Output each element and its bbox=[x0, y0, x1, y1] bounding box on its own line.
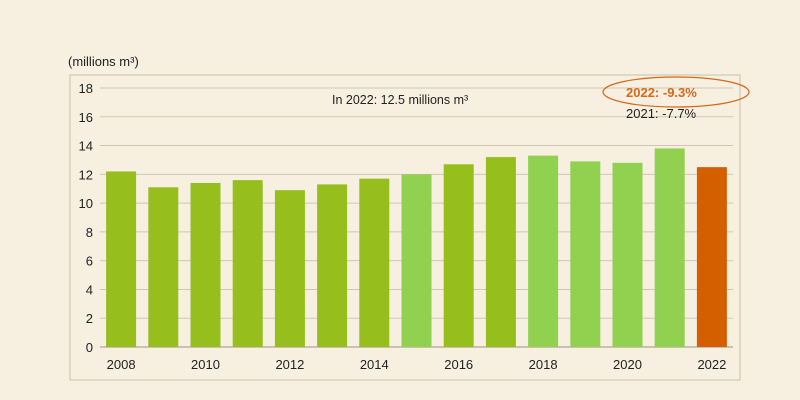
x-tick-label: 2020 bbox=[613, 357, 642, 372]
y-tick-label: 8 bbox=[86, 225, 93, 240]
bar-2019 bbox=[570, 161, 601, 347]
bar-2016 bbox=[443, 164, 474, 347]
x-tick-label: 2014 bbox=[360, 357, 389, 372]
bar-2021 bbox=[654, 148, 685, 347]
x-tick-label: 2012 bbox=[275, 357, 304, 372]
y-tick-label: 2 bbox=[86, 311, 93, 326]
bar-2018 bbox=[528, 155, 559, 347]
bar-2008 bbox=[106, 171, 137, 347]
y-tick-label: 6 bbox=[86, 254, 93, 269]
annotation-text: In 2022: 12.5 millions m³ bbox=[332, 93, 468, 107]
bar-2013 bbox=[317, 184, 348, 347]
bar-2011 bbox=[232, 180, 263, 347]
y-unit-label: (millions m³) bbox=[68, 54, 139, 69]
bar-2020 bbox=[612, 162, 643, 347]
x-tick-label: 2016 bbox=[444, 357, 473, 372]
callout-ellipse bbox=[602, 76, 750, 108]
y-tick-label: 18 bbox=[79, 81, 93, 96]
y-tick-label: 4 bbox=[86, 282, 93, 297]
callout-highlight: 2022: -9.3% bbox=[626, 85, 697, 100]
bar-2014 bbox=[359, 178, 390, 347]
callout-secondary: 2021: -7.7% bbox=[626, 106, 697, 121]
y-tick-label: 12 bbox=[79, 167, 93, 182]
y-tick-label: 0 bbox=[86, 340, 93, 355]
x-tick-label: 2018 bbox=[529, 357, 558, 372]
x-tick-label: 2008 bbox=[107, 357, 136, 372]
bar-2009 bbox=[148, 187, 179, 347]
plot-frame bbox=[69, 74, 741, 381]
bar-2012 bbox=[274, 190, 305, 347]
y-tick-label: 16 bbox=[79, 110, 93, 125]
y-tick-label: 10 bbox=[79, 196, 93, 211]
y-axis-ticks: 0 2 4 6 8 10 12 14 16 18 bbox=[79, 81, 93, 355]
bars bbox=[106, 148, 727, 347]
y-tick-label: 14 bbox=[79, 139, 93, 154]
bar-2017 bbox=[485, 157, 516, 347]
x-tick-label: 2022 bbox=[697, 357, 726, 372]
bar-2022 bbox=[696, 167, 727, 347]
bar-2015 bbox=[401, 174, 432, 347]
x-tick-label: 2010 bbox=[191, 357, 220, 372]
x-axis-ticks: 2008 2010 2012 2014 2016 2018 2020 2022 bbox=[107, 357, 727, 372]
bar-2010 bbox=[190, 182, 221, 347]
